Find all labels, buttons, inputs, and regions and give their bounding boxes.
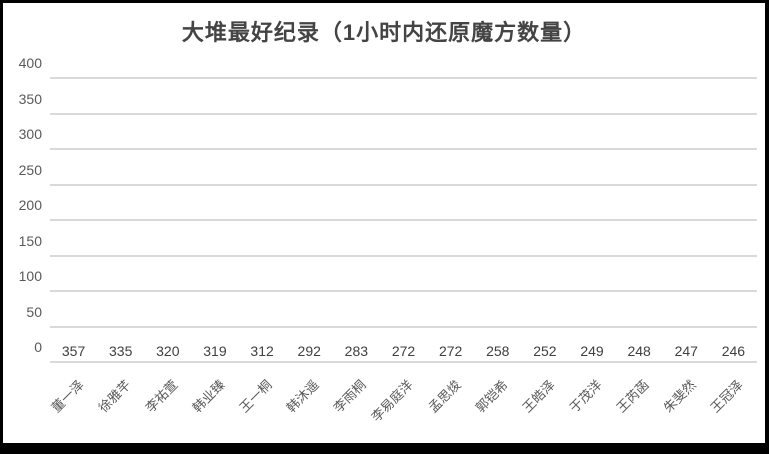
bar-value-label: 357 [61,343,86,359]
x-tick-label-董一泽: 董一泽 [48,377,87,416]
bar-value-label: 252 [533,343,557,359]
x-tick-label-于茂洋: 于茂洋 [566,377,605,416]
bar-value-label: 312 [250,343,274,359]
x-tick-label-韩业臻: 韩业臻 [189,377,228,416]
x-axis-labels: 董一泽 徐雅芊 李祐萱 韩业臻 王一桐 韩沐遥 李雨桐 李易庭洋 孟思焌 郭铠希 王皓泽 于茂洋 王芮菡… [48,363,757,443]
bar-value-label: 258 [486,343,510,359]
y-tick-label-400: 400 [18,55,42,71]
bar-value-label: 247 [674,343,698,359]
y-tick-label-300: 300 [18,126,42,142]
bar-value-label: 272 [391,343,416,359]
gridline-150 [50,254,757,257]
chart-title: 大堆最好纪录（1小时内还原魔方数量） [181,20,587,45]
x-tick-label-李祐萱: 李祐萱 [142,377,181,416]
gridline-300 [50,148,757,150]
x-tick-label-韩沐遥: 韩沐遥 [283,377,322,416]
gridline-100 [50,290,757,292]
y-tick-label-350: 350 [18,90,42,107]
x-tick-label-孟思焌: 孟思焌 [425,377,464,416]
x-tick-label-朱斐然: 朱斐然 [660,377,700,416]
gridline-350 [50,112,757,115]
y-tick-label-250: 250 [18,161,42,178]
gridline-50 [50,325,757,328]
bar-value-label: 335 [109,343,133,359]
gridline-200 [50,219,757,221]
y-tick-label-150: 150 [18,232,42,249]
y-tick-label-50: 50 [26,303,42,320]
y-tick-label-100: 100 [18,268,42,284]
bar-value-label: 292 [297,343,321,359]
x-tick-label-徐雅芊: 徐雅芊 [95,377,134,416]
x-tick-label-王一桐: 王一桐 [236,377,275,416]
x-tick-label-王芮菡: 王芮菡 [613,377,652,416]
bar-value-label: 248 [627,343,651,359]
y-tick-label-200: 200 [18,197,42,213]
x-tick-label-李雨桐: 李雨桐 [330,377,370,416]
gridline-400 [50,77,757,79]
plot-area: 0 50 100 150 200 250 300 350 400 357 335 320 319 312… [19,55,757,425]
x-tick-label-王皓泽: 王皓泽 [519,377,558,416]
gridline-0 [50,361,757,363]
y-tick-label-0: 0 [34,339,42,355]
bar-value-label: 246 [721,343,746,359]
bar-value-label: 319 [203,343,227,359]
gridline-250 [50,183,757,186]
x-tick-label-王冠泽: 王冠泽 [707,377,747,416]
bar-value-label: 272 [438,343,463,359]
bar-value-label: 249 [580,343,604,359]
x-tick-label-郭铠希: 郭铠希 [472,377,511,416]
x-tick-label-李易庭洋: 李易庭洋 [368,377,417,425]
bar-value-label: 320 [156,343,180,359]
bar-value-label: 283 [344,343,369,359]
